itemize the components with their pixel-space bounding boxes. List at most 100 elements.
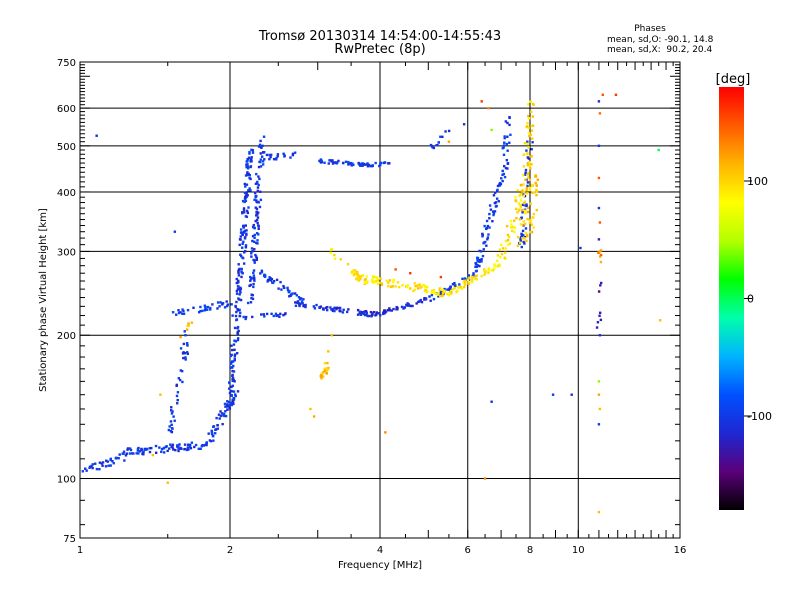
data-point [493,201,497,205]
data-point [487,267,491,270]
data-point [239,254,243,258]
data-point [231,401,234,404]
data-point [254,253,257,257]
data-point [249,275,252,279]
data-point [298,303,301,306]
data-point [176,444,179,447]
data-point [597,176,601,180]
data-point [365,312,368,316]
data-point [262,151,266,154]
data-point [524,171,527,174]
data-point [243,229,247,233]
data-point [294,304,298,307]
data-point [263,273,266,276]
data-point [245,165,248,169]
data-point [531,141,534,144]
data-point [472,272,475,275]
data-point [493,267,496,270]
data-point [112,462,115,465]
y-tick-label: 400 [57,188,76,199]
data-point [320,377,323,380]
data-point [511,226,514,229]
data-point [235,277,238,281]
data-point [185,351,189,354]
data-point [204,307,207,311]
data-point [109,458,112,462]
data-point [241,210,244,214]
data-point [245,191,248,194]
data-point [342,161,345,165]
data-point [318,159,321,163]
x-tick-label: 1 [77,545,83,556]
data-point [246,163,249,166]
data-point [245,183,249,186]
data-point [371,312,374,315]
y-tick-label: 500 [57,142,76,153]
data-point [453,281,456,285]
data-point [231,379,234,383]
data-point [249,301,253,304]
data-point [227,387,231,390]
data-point [223,402,227,406]
data-point [327,350,330,353]
data-point [239,298,243,302]
data-point [359,277,362,281]
data-point [401,284,404,287]
data-point [519,199,523,202]
data-point [136,447,140,451]
data-point [126,448,129,451]
data-point [467,274,471,277]
data-point [362,311,365,314]
data-point [350,272,354,275]
data-point [257,175,260,178]
data-point [159,393,162,396]
data-point [291,153,295,157]
data-point [357,277,361,280]
data-point [530,230,534,234]
data-point [525,204,529,208]
data-point [286,288,290,292]
data-point [431,291,435,294]
data-point [322,371,325,374]
data-point [236,288,240,291]
data-point [256,216,260,219]
data-point [331,309,335,313]
data-point [183,447,187,451]
data-point [398,285,401,289]
data-point [171,443,175,446]
data-point [318,306,321,309]
data-point [614,93,618,96]
data-point [294,301,297,304]
data-point [90,464,93,468]
colorbar-tick-label: 100 [747,175,768,188]
data-point [148,450,152,454]
data-point [599,281,603,285]
data-point [293,292,297,295]
data-point [530,110,533,113]
data-point [250,255,253,258]
data-point [595,326,599,329]
data-point [279,280,282,284]
data-point [235,281,238,285]
data-point [514,196,517,199]
data-point [242,208,246,212]
data-point [522,201,526,205]
data-point [529,133,532,136]
data-point [531,191,534,194]
data-point [255,218,259,222]
plot-area [80,62,680,538]
data-point [247,156,251,159]
data-point [534,175,538,178]
data-point [439,275,443,279]
data-point [596,321,600,324]
data-point [528,186,532,190]
data-point [363,310,366,313]
data-point [485,226,489,230]
data-point [486,224,490,228]
data-point [506,233,510,237]
data-point [506,162,510,165]
data-point [246,211,250,215]
data-point [359,275,363,278]
data-point [488,204,492,207]
data-point [234,394,237,398]
